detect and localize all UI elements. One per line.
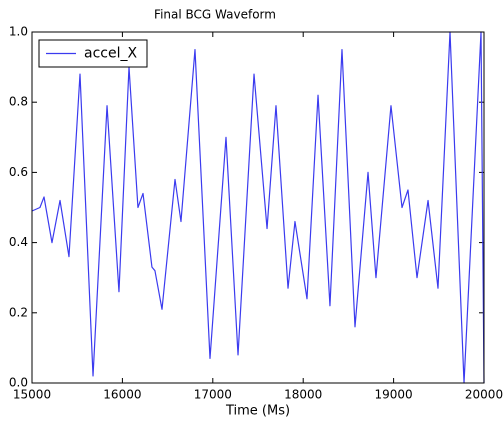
x-tick-label: 18000 (284, 388, 322, 402)
x-tick-label: 20000 (465, 388, 503, 402)
y-tick-label: 0.0 (9, 376, 28, 390)
plot-frame (31, 31, 485, 384)
x-tick-label: 16000 (103, 388, 141, 402)
y-tick-label: 0.4 (9, 235, 28, 249)
x-tick-label: 19000 (375, 388, 413, 402)
y-tick-label: 0.8 (9, 95, 28, 109)
legend-label: accel_X (84, 46, 137, 62)
y-tick-label: 1.0 (9, 25, 28, 39)
x-tick-label: 15000 (13, 388, 51, 402)
x-tick-label: 17000 (194, 388, 232, 402)
chart-title: Final BCG Waveform (154, 8, 276, 22)
x-axis-label: Time (Ms) (225, 404, 290, 419)
y-tick-label: 0.2 (9, 305, 28, 319)
y-tick-label: 0.6 (9, 165, 28, 179)
data-line (31, 31, 485, 384)
